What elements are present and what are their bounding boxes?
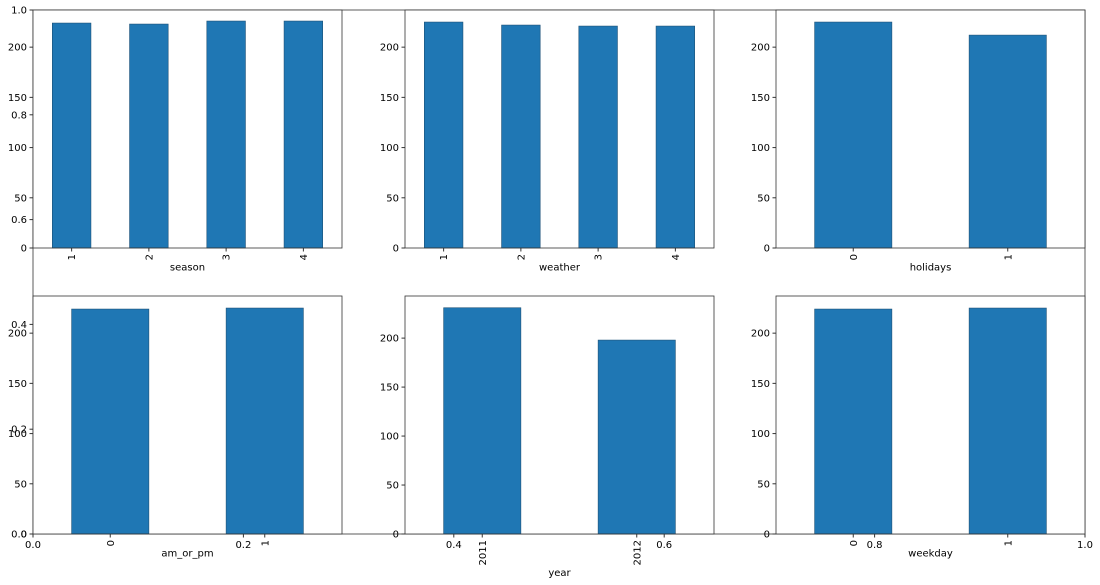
y-tick-label: 150	[751, 379, 770, 390]
x-axis-label: year	[548, 568, 571, 579]
x-axis-label: holidays	[910, 263, 952, 274]
x-axis-label: season	[170, 263, 205, 274]
bar	[71, 308, 150, 535]
bar	[578, 25, 618, 249]
y-tick-label: 100	[8, 143, 27, 154]
y-tick-label: 200	[751, 43, 770, 54]
y-tick-label: 100	[751, 429, 770, 440]
y-tick-label: 150	[751, 93, 770, 104]
x-tick-label: 2012	[632, 540, 643, 565]
bar	[283, 20, 323, 249]
axes-frame	[32, 9, 343, 249]
bar	[814, 21, 893, 249]
y-tick-label: 150	[8, 379, 27, 390]
y-tick-label: 100	[751, 143, 770, 154]
x-tick-label: 1.0	[1077, 540, 1093, 551]
y-tick-label: 0.0	[11, 530, 27, 541]
y-tick-label: 0	[393, 530, 399, 541]
axes-frame	[404, 295, 715, 535]
y-tick-label: 50	[757, 193, 770, 204]
x-tick-label: 2	[516, 254, 527, 260]
y-tick-label: 50	[14, 193, 27, 204]
bar	[206, 20, 246, 249]
bar	[129, 23, 169, 249]
x-tick-label: 0.0	[25, 540, 41, 551]
bar	[225, 307, 304, 535]
bar	[443, 307, 522, 535]
y-tick-label: 0	[21, 530, 27, 541]
y-tick-label: 0	[764, 244, 770, 255]
axes-frame	[775, 295, 1086, 535]
x-axis-label: am_or_pm	[161, 549, 213, 560]
y-tick-label: 50	[757, 479, 770, 490]
axes-frame	[775, 9, 1086, 249]
axes-frame	[404, 9, 715, 249]
x-tick-label: 1	[1003, 254, 1014, 260]
x-tick-label: 2	[144, 254, 155, 260]
bar	[968, 34, 1047, 249]
x-tick-label: 0.6	[656, 540, 672, 551]
bar	[597, 339, 676, 535]
y-tick-label: 0	[21, 244, 27, 255]
y-tick-label: 50	[14, 479, 27, 490]
y-tick-label: 100	[380, 143, 399, 154]
bar	[814, 308, 893, 535]
x-tick-label: 1	[1003, 540, 1014, 546]
y-tick-label: 0.2	[11, 425, 27, 436]
x-axis-label: weather	[539, 263, 581, 274]
y-tick-label: 0	[764, 530, 770, 541]
x-tick-label: 0.4	[446, 540, 462, 551]
y-tick-label: 150	[380, 383, 399, 394]
y-tick-label: 200	[380, 43, 399, 54]
y-tick-label: 0	[393, 244, 399, 255]
y-tick-label: 200	[751, 329, 770, 340]
bar	[424, 21, 464, 249]
x-tick-label: 0.2	[235, 540, 251, 551]
bar	[968, 307, 1047, 535]
x-tick-label: 0	[849, 540, 860, 546]
x-axis-label: weekday	[908, 549, 953, 560]
x-tick-label: 1	[260, 540, 271, 546]
y-tick-label: 1.0	[11, 6, 27, 17]
y-tick-label: 200	[380, 334, 399, 345]
x-tick-label: 0	[106, 540, 117, 546]
y-tick-label: 150	[380, 93, 399, 104]
y-tick-label: 50	[386, 481, 399, 492]
y-tick-label: 0.6	[11, 215, 27, 226]
y-tick-label: 150	[8, 93, 27, 104]
x-tick-label: 1	[67, 254, 78, 260]
x-tick-label: 4	[671, 254, 682, 260]
y-tick-label: 100	[380, 432, 399, 443]
y-tick-label: 0.4	[11, 320, 27, 331]
x-tick-label: 4	[299, 254, 310, 260]
x-tick-label: 3	[222, 254, 233, 260]
x-tick-label: 1	[439, 254, 450, 260]
x-tick-label: 0	[849, 254, 860, 260]
x-tick-label: 0.8	[867, 540, 883, 551]
bar	[655, 25, 695, 249]
y-tick-label: 200	[8, 43, 27, 54]
axes-frame	[32, 295, 343, 535]
y-tick-label: 50	[386, 193, 399, 204]
x-tick-label: 2011	[478, 540, 489, 565]
bar	[501, 24, 541, 249]
bar	[52, 22, 92, 249]
y-tick-label: 100	[8, 429, 27, 440]
x-tick-label: 3	[594, 254, 605, 260]
y-tick-label: 200	[8, 329, 27, 340]
y-tick-label: 0.8	[11, 110, 27, 121]
